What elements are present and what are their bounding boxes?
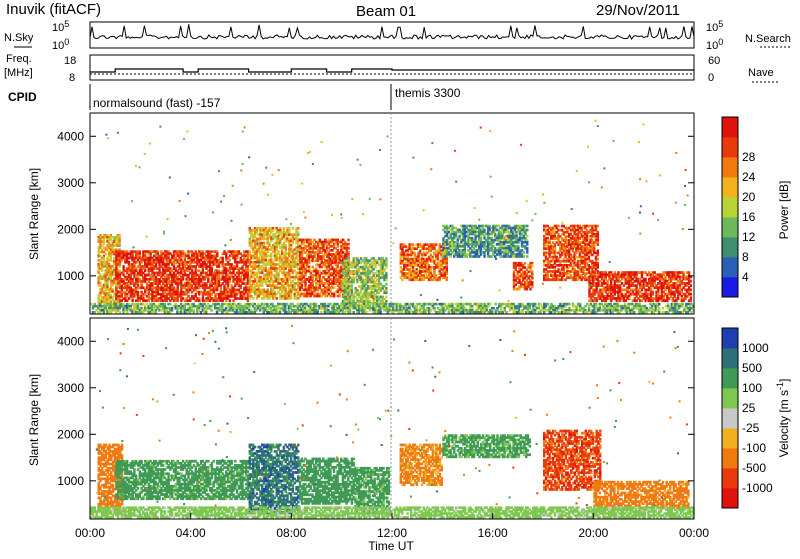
scatter-cell: [292, 227, 294, 230]
freq-left-tick-low: 8: [69, 72, 75, 84]
scatter-cell: [526, 235, 528, 238]
scatter-cell: [450, 255, 452, 258]
scatter-cell: [333, 295, 335, 298]
noise-right-tick-low: 100: [706, 37, 723, 52]
scatter-cell: [446, 278, 448, 281]
scatter-cell: [347, 247, 349, 250]
power-cells: [90, 120, 695, 314]
scatter-cell: [292, 242, 294, 245]
scatter-cell: [385, 291, 387, 294]
scatter-cell: [594, 271, 596, 274]
nsky-label: N.Sky: [4, 32, 34, 44]
scatter-cell: [229, 259, 231, 262]
freq-left-tick-high: 18: [64, 55, 76, 67]
freq-panel: Freq. [MHz] 18 8 60 0 Nave: [4, 53, 780, 84]
scatter-cell: [526, 243, 528, 246]
scatter-cell: [103, 242, 105, 245]
scatter-cell: [290, 297, 292, 300]
scatter-cell: [338, 295, 340, 298]
scatter-cell: [597, 258, 599, 261]
freq-label-line2: [MHz]: [4, 67, 33, 79]
noise-left-tick-high: 105: [52, 19, 69, 34]
scatter-cell: [531, 264, 533, 267]
scatter-cell: [435, 243, 437, 246]
date-title: 29/Nov/2011: [596, 2, 680, 19]
scatter-cell: [597, 266, 599, 269]
scatter-cell: [526, 251, 528, 254]
cpid-mode-1: normalsound (fast) -157: [93, 96, 221, 110]
scatter-cell: [229, 299, 231, 302]
scatter-cell: [446, 272, 448, 275]
scatter-cell: [333, 286, 335, 289]
scatter-cell: [240, 287, 242, 290]
scatter-cell: [236, 257, 238, 260]
scatter-cell: [276, 297, 278, 300]
scatter-cell: [347, 239, 349, 242]
freq-label-line1: Freq.: [6, 53, 32, 65]
scatter-cell: [229, 280, 231, 283]
scatter-cell: [216, 289, 218, 292]
scatter-cell: [597, 243, 599, 246]
noise-left-tick-low: 100: [52, 37, 69, 52]
scatter-cell: [177, 299, 179, 302]
scatter-cell: [526, 225, 528, 228]
scatter-cell: [198, 299, 200, 302]
scatter-cell: [297, 297, 299, 300]
scatter-cell: [385, 279, 387, 282]
scatter-cell: [131, 299, 133, 302]
scatter-cell: [347, 243, 349, 246]
scatter-cell: [144, 269, 146, 272]
nsearch-label: N.Search: [745, 33, 791, 45]
scatter-cell: [119, 263, 121, 266]
nave-right-tick-high: 60: [708, 55, 720, 67]
cpid-panel: CPID normalsound (fast) -157 themis 3300: [8, 84, 461, 110]
noise-trace-line: [90, 24, 694, 39]
scatter-cell: [297, 227, 299, 230]
station-title: Inuvik (fitACF): [6, 1, 101, 18]
scatter-cell: [523, 251, 525, 254]
scatter-cell: [597, 254, 599, 257]
beam-title: Beam 01: [356, 3, 416, 20]
cpid-label: CPID: [8, 90, 37, 104]
scatter-cell: [261, 284, 263, 287]
freq-trace-line: [90, 69, 694, 72]
scatter-cell: [374, 266, 376, 269]
scatter-cell: [119, 244, 121, 247]
nave-right-tick-low: 0: [708, 72, 714, 84]
scatter-cell: [523, 255, 525, 258]
scatter-cell: [597, 225, 599, 228]
scatter-cell: [304, 274, 306, 277]
scatter-cell: [385, 296, 387, 299]
scatter-cell: [105, 253, 107, 256]
scatter-cell: [252, 297, 254, 300]
scatter-cell: [101, 269, 103, 272]
freq-panel-frame: [90, 55, 694, 80]
scatter-cell: [483, 255, 485, 258]
scatter-cell: [524, 262, 526, 265]
nave-label: Nave: [748, 67, 774, 79]
scatter-cell: [297, 233, 299, 236]
scatter-cell: [439, 278, 441, 281]
scatter-cell: [216, 255, 218, 258]
scatter-cell: [526, 255, 528, 258]
scatter-cell: [218, 265, 220, 268]
scatter-cell: [272, 229, 274, 232]
scatter-cell: [531, 286, 533, 289]
scatter-cell: [385, 283, 387, 286]
noise-panel: N.Sky 105 100 105 100 N.Search: [4, 19, 791, 52]
noise-right-tick-high: 105: [706, 19, 723, 34]
scatter-cell: [353, 281, 355, 284]
scatter-cell: [526, 229, 528, 232]
scatter-cell: [385, 266, 387, 269]
scatter-cell: [557, 225, 559, 228]
scatter-cell: [247, 299, 249, 302]
scatter-cell: [110, 259, 112, 262]
scatter-cell: [182, 278, 184, 281]
scatter-cell: [337, 245, 339, 248]
cpid-mode-2: themis 3300: [395, 86, 461, 100]
